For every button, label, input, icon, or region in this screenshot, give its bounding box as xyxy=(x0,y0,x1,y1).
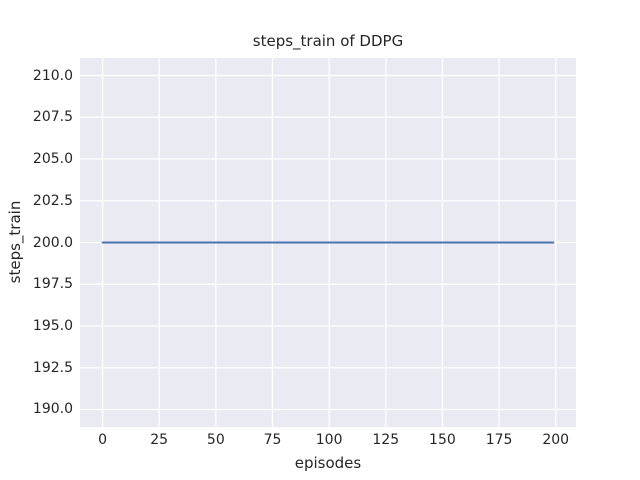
y-tick-label: 190.0 xyxy=(32,401,73,418)
x-tick-label: 125 xyxy=(372,432,400,448)
x-tick-label: 175 xyxy=(485,432,513,448)
x-tick-label: 100 xyxy=(315,432,343,448)
x-tick-label: 200 xyxy=(542,432,570,448)
x-tick-label: 150 xyxy=(429,432,456,448)
y-tick-label: 207.5 xyxy=(32,109,73,126)
x-tick-label: 0 xyxy=(98,432,107,448)
x-tick-label: 75 xyxy=(263,432,282,448)
y-tick-label: 192.5 xyxy=(32,359,73,376)
x-tick-label: 25 xyxy=(150,432,169,448)
y-tick-label: 205.0 xyxy=(32,151,73,168)
y-tick-label: 202.5 xyxy=(32,192,73,209)
chart-title: steps_train of DDPG xyxy=(252,32,404,50)
y-tick-label: 197.5 xyxy=(32,276,73,293)
x-tick-label: 50 xyxy=(206,432,225,448)
x-axis-label: episodes xyxy=(294,454,362,472)
y-tick-label: 195.0 xyxy=(32,317,73,334)
y-tick-label: 200.0 xyxy=(32,234,73,251)
y-tick-label: 210.0 xyxy=(32,67,73,84)
